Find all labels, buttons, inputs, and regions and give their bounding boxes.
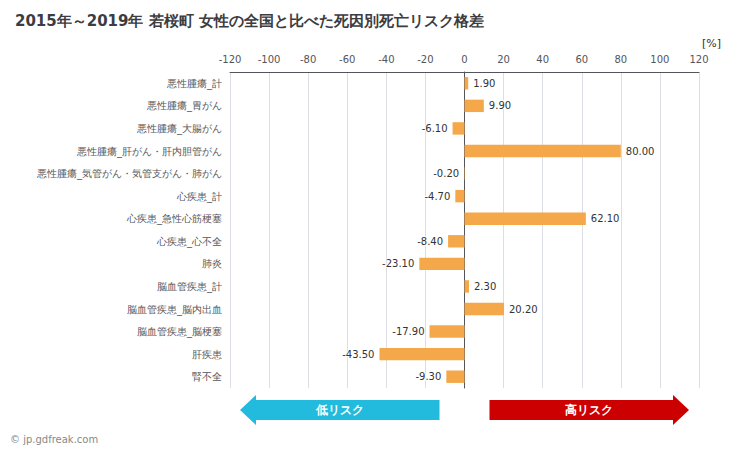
svg-text:-80: -80 bbox=[300, 54, 316, 65]
svg-text:-100: -100 bbox=[258, 54, 281, 65]
svg-text:-9.30: -9.30 bbox=[415, 371, 441, 382]
svg-text:40: 40 bbox=[536, 54, 549, 65]
svg-text:-40: -40 bbox=[378, 54, 394, 65]
svg-text:高リスク: 高リスク bbox=[565, 403, 613, 417]
svg-text:-8.40: -8.40 bbox=[417, 236, 443, 247]
svg-text:20.20: 20.20 bbox=[509, 304, 538, 315]
svg-text:80: 80 bbox=[614, 54, 627, 65]
svg-text:-20: -20 bbox=[417, 54, 433, 65]
svg-text:62.10: 62.10 bbox=[591, 213, 620, 224]
svg-text:2.30: 2.30 bbox=[474, 281, 496, 292]
svg-text:心疾患_計: 心疾患_計 bbox=[176, 191, 222, 203]
svg-text:0: 0 bbox=[461, 54, 467, 65]
svg-text:-0.20: -0.20 bbox=[433, 168, 459, 179]
svg-text:-43.50: -43.50 bbox=[342, 349, 374, 360]
svg-text:20: 20 bbox=[497, 54, 510, 65]
svg-text:心疾患_急性心筋梗塞: 心疾患_急性心筋梗塞 bbox=[126, 213, 222, 225]
svg-text:悪性腫瘍_気管がん・気管支がん・肺がん: 悪性腫瘍_気管がん・気管支がん・肺がん bbox=[36, 168, 222, 180]
svg-text:脳血管疾患_脳梗塞: 脳血管疾患_脳梗塞 bbox=[137, 326, 222, 338]
svg-text:腎不全: 腎不全 bbox=[192, 371, 222, 382]
svg-text:120: 120 bbox=[689, 54, 708, 65]
svg-text:心疾患_心不全: 心疾患_心不全 bbox=[156, 236, 222, 248]
svg-text:2015年～2019年 若桜町 女性の全国と比べた死因別死亡: 2015年～2019年 若桜町 女性の全国と比べた死因別死亡リスク格差 bbox=[15, 12, 484, 30]
svg-text:悪性腫瘍_計: 悪性腫瘍_計 bbox=[166, 78, 222, 90]
svg-text:80.00: 80.00 bbox=[626, 146, 655, 157]
svg-text:-6.10: -6.10 bbox=[422, 123, 448, 134]
svg-text:悪性腫瘍_肝がん・肝内胆管がん: 悪性腫瘍_肝がん・肝内胆管がん bbox=[76, 146, 222, 158]
svg-text:9.90: 9.90 bbox=[489, 100, 511, 111]
svg-text:-17.90: -17.90 bbox=[392, 326, 424, 337]
svg-text:100: 100 bbox=[650, 54, 669, 65]
svg-text:悪性腫瘍_胃がん: 悪性腫瘍_胃がん bbox=[146, 100, 222, 112]
svg-text:肝疾患: 肝疾患 bbox=[192, 349, 222, 360]
svg-text:-120: -120 bbox=[219, 54, 242, 65]
svg-text:低リスク: 低リスク bbox=[315, 403, 364, 417]
svg-text:1.90: 1.90 bbox=[473, 78, 495, 89]
svg-text:肺炎: 肺炎 bbox=[202, 258, 222, 269]
svg-text:-23.10: -23.10 bbox=[382, 258, 414, 269]
svg-text:脳血管疾患_計: 脳血管疾患_計 bbox=[157, 281, 222, 293]
svg-text:© jp.gdfreak.com: © jp.gdfreak.com bbox=[10, 434, 98, 445]
svg-text:悪性腫瘍_大腸がん: 悪性腫瘍_大腸がん bbox=[136, 123, 222, 135]
svg-text:-4.70: -4.70 bbox=[424, 191, 450, 202]
svg-text:-60: -60 bbox=[339, 54, 355, 65]
svg-text:脳血管疾患_脳内出血: 脳血管疾患_脳内出血 bbox=[127, 304, 222, 316]
svg-text:[%]: [%] bbox=[702, 37, 721, 50]
svg-text:60: 60 bbox=[575, 54, 588, 65]
